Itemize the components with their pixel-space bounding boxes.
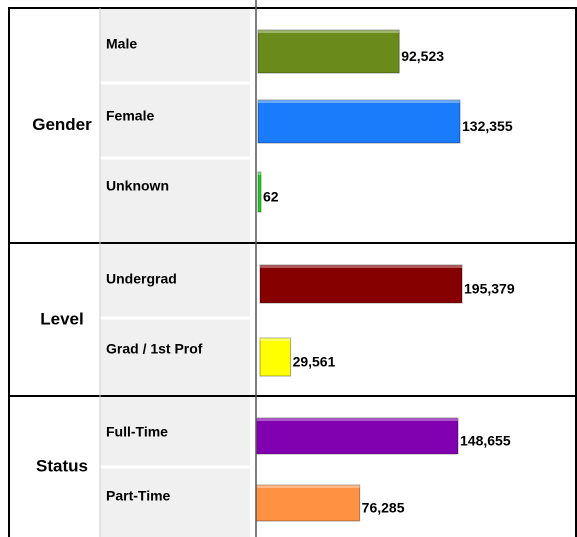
category-column [100,244,250,396]
category-label: Undergrad [106,271,177,287]
group-label: Gender [32,115,92,134]
value-label: 92,523 [401,48,444,64]
category-label: Full-Time [106,424,168,440]
bar-highlight [256,418,458,421]
category-column [100,8,250,243]
bar [255,417,459,455]
value-label: 148,655 [460,433,511,449]
value-label: 132,355 [462,118,513,134]
bar [259,264,463,304]
bar-highlight [258,100,460,103]
category-label: Part-Time [106,488,171,504]
value-label: 62 [263,189,279,205]
category-label: Female [106,108,154,124]
value-label: 195,379 [464,281,515,297]
bar-highlight [258,172,261,175]
bar [255,484,361,522]
bar-highlight [258,30,400,33]
value-label: 29,561 [293,354,336,370]
value-label: 76,285 [362,500,405,516]
category-label: Male [106,36,137,52]
bar-highlight [260,338,291,341]
bar [257,171,262,213]
bar-highlight [260,265,462,268]
bar [257,99,461,144]
category-label: Grad / 1st Prof [106,341,203,357]
group-label: Level [40,309,83,328]
category-label: Unknown [106,178,169,194]
bar-highlight [256,485,360,488]
bar [259,337,292,377]
group-label: Status [36,456,88,475]
bar [257,29,400,74]
